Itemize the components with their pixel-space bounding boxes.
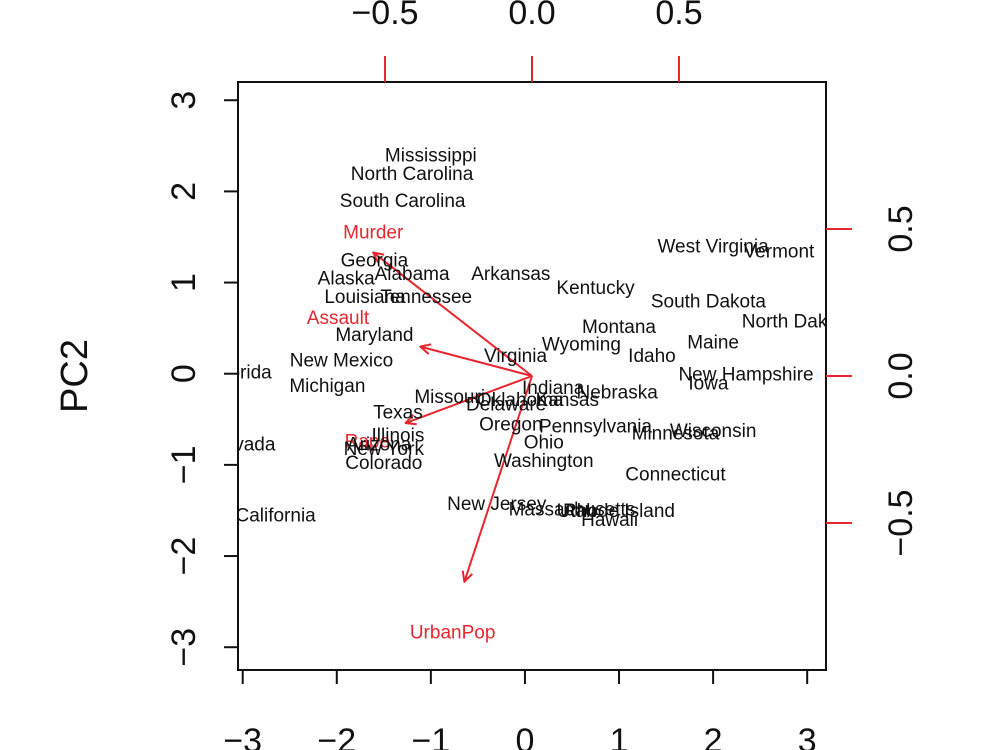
observation-label: New Mexico (290, 351, 393, 372)
right-tick-label: 0.5 (882, 205, 920, 252)
top-tick-label: 0.5 (655, 0, 702, 32)
observation-label: Montana (582, 317, 656, 338)
observation-label: Iowa (688, 373, 729, 394)
observation-label: Kentucky (556, 278, 635, 299)
observation-label: Maine (687, 332, 739, 353)
observation-label: Mississippi (385, 146, 477, 167)
bottom-tick-label: 2 (704, 722, 723, 750)
left-tick-label: 3 (165, 91, 203, 110)
y-axis-title: PC2 (54, 339, 96, 413)
right-axis: 0.5 0.0 −0.5 (826, 205, 920, 557)
bottom-tick-label: 3 (798, 722, 817, 750)
observation-label: North Dakota (742, 311, 854, 332)
left-tick-label: −3 (165, 628, 203, 667)
observation-label: Indiana (522, 378, 585, 399)
variable-label: UrbanPop (410, 622, 496, 643)
loading-arrows: Murder Assault Rape UrbanPop (307, 223, 533, 643)
observation-label: Colorado (345, 453, 422, 474)
observation-label: Wisconsin (670, 421, 757, 442)
observation-label: Ohio (524, 433, 564, 454)
observation-label: Pennsylvania (539, 416, 652, 437)
observation-label: Wyoming (542, 334, 621, 355)
observation-label: Arizona (347, 435, 412, 456)
observation-label: Maryland (335, 325, 413, 346)
observation-label: Washington (494, 451, 594, 472)
observation-label: Oregon (479, 415, 542, 436)
observation-label: Texas (373, 403, 423, 424)
top-tick-label: 0.0 (508, 0, 555, 32)
observation-label: New Hampshire (678, 364, 813, 385)
observation-label: New Jersey (447, 494, 547, 515)
bottom-tick-label: 0 (515, 722, 534, 750)
observation-label: Vermont (744, 241, 815, 262)
observation-label: Missouri (414, 387, 485, 408)
bottom-tick-label: 1 (610, 722, 629, 750)
loading-arrow (420, 347, 533, 377)
observation-label: Oklahoma (477, 390, 564, 411)
loading-arrow (464, 375, 533, 582)
observation-label: Nevada (210, 435, 276, 456)
variable-label: Rape (345, 431, 390, 452)
observation-label: Virginia (484, 346, 547, 367)
observation-label: Louisiana (324, 287, 406, 308)
observation-label: Alabama (375, 264, 450, 285)
observation-label: Delaware (466, 394, 546, 415)
bottom-axis: −3 −2 −1 0 1 2 3 (223, 670, 817, 750)
bottom-tick-label: −1 (411, 722, 450, 750)
observation-label: Arkansas (471, 264, 550, 285)
left-tick-label: −2 (165, 537, 203, 576)
observation-label: Illinois (372, 425, 425, 446)
right-tick-label: −0.5 (882, 489, 920, 556)
observation-label: Florida (214, 363, 273, 384)
observation-label: South Dakota (651, 291, 767, 312)
observation-label: Minnesota (632, 424, 720, 445)
left-tick-label: 1 (165, 273, 203, 292)
observation-label: New York (344, 439, 425, 460)
observation-label: Hawaii (581, 510, 638, 531)
observation-label: Massachusetts (509, 499, 636, 520)
observation-label: California (235, 506, 316, 527)
observation-label: South Carolina (340, 191, 466, 212)
observation-label: Michigan (289, 376, 365, 397)
bottom-tick-label: −2 (317, 722, 356, 750)
right-tick-label: 0.0 (882, 352, 920, 399)
observation-label: Utah (557, 501, 597, 522)
top-tick-label: −0.5 (351, 0, 418, 32)
left-tick-label: 0 (165, 364, 203, 383)
observation-label: North Carolina (351, 164, 474, 185)
top-axis: −0.5 0.0 0.5 (351, 0, 703, 82)
bottom-tick-label: −3 (223, 722, 262, 750)
observation-label: Rhode Island (563, 501, 675, 522)
observation-label: Kansas (536, 390, 599, 411)
observation-label: Nebraska (576, 383, 658, 404)
observation-label: Connecticut (625, 465, 726, 486)
loading-arrow (373, 253, 533, 377)
variable-label: Murder (343, 223, 404, 244)
left-tick-label: 2 (165, 182, 203, 201)
observation-label: Tennessee (380, 287, 472, 308)
observation-label: Georgia (341, 250, 409, 271)
observation-label: Idaho (628, 346, 676, 367)
left-tick-label: −1 (165, 446, 203, 485)
observation-label: West Virginia (657, 237, 769, 258)
left-axis: −3 −2 −1 0 1 2 3 (165, 91, 238, 667)
variable-label: Assault (307, 308, 370, 329)
loading-arrow (406, 375, 533, 423)
observation-label: Alaska (318, 269, 375, 290)
